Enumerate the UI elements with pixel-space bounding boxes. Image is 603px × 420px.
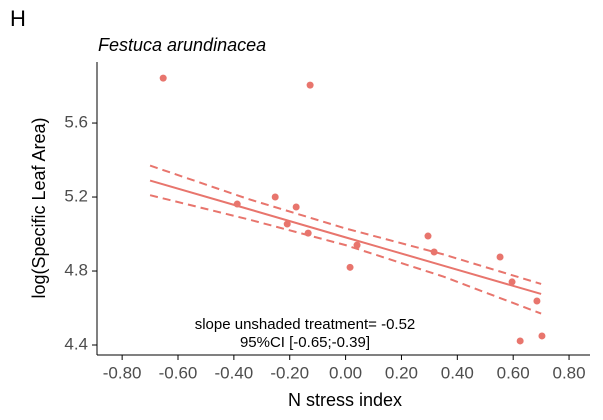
point (304, 229, 312, 237)
x-axis-label: N stress index (288, 390, 402, 410)
point (159, 74, 167, 82)
y-tick-label: 5.6 (64, 113, 88, 132)
x-tick-label: 0.20 (385, 363, 418, 382)
point (533, 297, 541, 305)
ci-upper (149, 164, 542, 285)
ci-lower (149, 194, 542, 315)
x-tick-label: -0.20 (270, 363, 309, 382)
y-tick-label: 5.2 (64, 187, 88, 206)
chart-title: Festuca arundinacea (98, 35, 266, 55)
panel-label: H (10, 6, 26, 31)
point (430, 248, 438, 256)
point (424, 232, 432, 240)
point (306, 81, 314, 89)
x-tick-label: -0.60 (159, 363, 198, 382)
point (233, 200, 241, 208)
y-axis-label: log(Specific Leaf Area) (29, 117, 49, 298)
point (346, 263, 354, 271)
point (353, 241, 361, 249)
x-tick-label: -0.40 (214, 363, 253, 382)
x-tick-label: -0.80 (103, 363, 142, 382)
point (271, 193, 279, 201)
annotation: 95%CI [-0.65;-0.39] (240, 334, 370, 351)
y-tick-label: 4.8 (64, 261, 88, 280)
point (538, 332, 546, 340)
x-tick-label: 0.40 (441, 363, 474, 382)
point (516, 337, 524, 345)
point (508, 278, 516, 286)
point (496, 253, 504, 261)
annotation: slope unshaded treatment= -0.52 (195, 316, 416, 333)
point (292, 203, 300, 211)
x-tick-label: 0.60 (497, 363, 530, 382)
fit-line (149, 179, 542, 295)
y-tick-label: 4.4 (64, 334, 88, 353)
x-tick-label: 0.80 (553, 363, 586, 382)
x-tick-label: 0.00 (329, 363, 362, 382)
point (283, 220, 291, 228)
